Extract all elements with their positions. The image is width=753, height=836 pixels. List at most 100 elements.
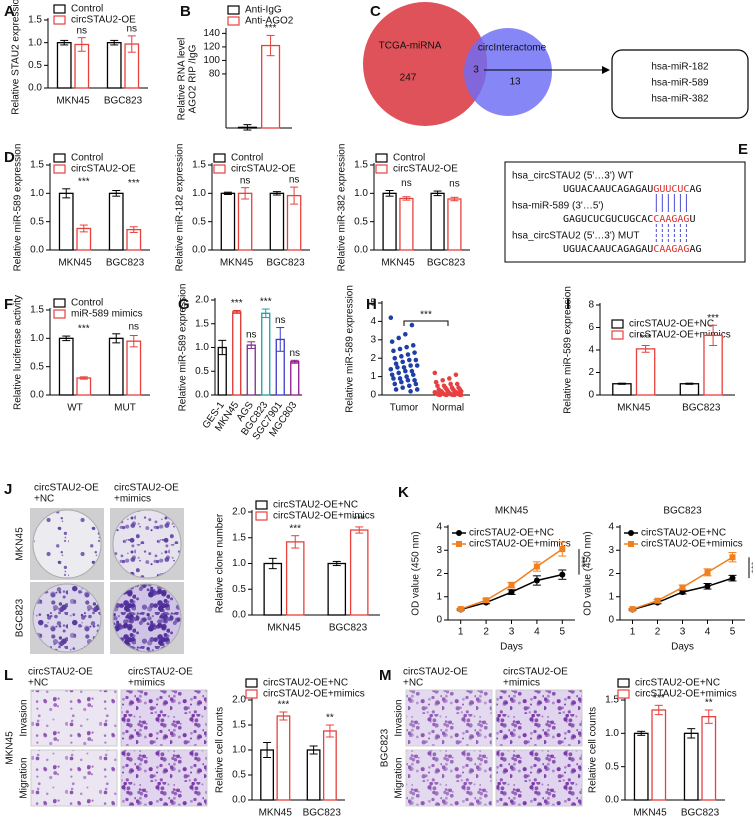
point — [704, 569, 711, 576]
venn-left — [363, 2, 487, 126]
bar — [430, 192, 445, 251]
panel-letter: I — [566, 296, 570, 313]
y-tick-label: 2 — [436, 568, 442, 579]
legend-label: circSTAU2-OE+mimics — [629, 330, 731, 341]
significance: ns — [76, 25, 87, 36]
y-tick-label: 1.5 — [30, 305, 44, 316]
side-label: MKN45 — [5, 731, 16, 765]
sequence-part: AG — [689, 244, 701, 255]
point — [399, 354, 404, 359]
transwell-image — [405, 749, 493, 807]
legend-marker — [456, 530, 462, 536]
y-tick-label: 2 — [588, 367, 594, 378]
x-tick-label: MKN45 — [259, 808, 293, 819]
point — [447, 376, 452, 381]
column-label: circSTAU2-OE — [114, 483, 179, 494]
significance: *** — [353, 515, 365, 526]
legend-swatch — [213, 164, 226, 174]
point — [405, 377, 411, 383]
legend-swatch — [53, 153, 66, 163]
point — [410, 343, 416, 348]
y-axis-label: Relative miR-382 expression — [337, 144, 348, 272]
venn-label: circInteractome — [478, 43, 547, 54]
sequence-part: AG — [689, 184, 701, 195]
y-tick-label: 1.5 — [28, 15, 42, 26]
y-tick-label: 1.0 — [28, 37, 42, 48]
y-tick-label: 80 — [209, 69, 221, 80]
arrow-head — [602, 66, 610, 74]
y-tick-label: 2 — [370, 353, 376, 364]
significance: ns — [289, 348, 300, 359]
y-tick-label: 0.0 — [195, 390, 209, 401]
point — [397, 376, 403, 381]
legend-label: miR-589 mimics — [71, 309, 143, 320]
y-axis-label: OD value (450 nm) — [411, 531, 422, 615]
point — [679, 589, 686, 596]
point — [396, 335, 402, 341]
y-axis-label: Relative cell counts — [588, 707, 599, 793]
point — [729, 554, 736, 561]
x-tick-label: MKN45 — [633, 808, 667, 819]
transwell-image — [495, 749, 583, 807]
y-tick-label: 140 — [203, 28, 220, 39]
y-tick-label: 0.0 — [30, 245, 44, 256]
y-tick-label: 0.5 — [195, 366, 209, 377]
point — [533, 577, 540, 584]
y-axis-label: Relative RNA level — [177, 38, 188, 121]
point — [440, 377, 446, 383]
point — [412, 377, 417, 383]
y-tick-label: 0.0 — [232, 610, 246, 621]
point — [404, 344, 409, 350]
legend-swatch — [245, 689, 258, 699]
x-tick-label: WT — [67, 403, 83, 414]
y-axis-label: Relative miR-589 expression — [178, 284, 189, 412]
x-tick-label: BGC823 — [303, 808, 342, 819]
significance: *** — [78, 324, 90, 335]
y-tick-label: 1.0 — [232, 558, 246, 569]
x-tick-label: MKN45 — [617, 403, 651, 414]
significance: *** — [289, 523, 301, 534]
legend-label: circSTAU2-OE — [393, 164, 458, 175]
y-tick-label: 3 — [370, 334, 376, 345]
y-axis-label: Relative luciferase activity — [13, 295, 24, 410]
y-axis-label: Relative cell counts — [215, 707, 226, 793]
bar — [269, 192, 285, 251]
bracket — [403, 320, 449, 326]
y-tick-label: 1.5 — [232, 532, 246, 543]
point — [458, 392, 464, 398]
legend-swatch — [53, 15, 66, 25]
legend-label: circSTAU2-OE+mimics — [273, 511, 375, 522]
significance: ** — [705, 698, 713, 709]
y-tick-label: 0.0 — [232, 795, 246, 806]
sequence-part: UGUACAAUCAGAGAU — [563, 184, 653, 195]
point — [401, 365, 407, 370]
point — [508, 582, 515, 589]
legend-swatch — [53, 4, 66, 14]
sequence-part: UGUACAAUCAGAGAU — [563, 244, 653, 255]
point — [392, 355, 398, 361]
point — [483, 597, 490, 604]
point — [393, 361, 399, 367]
point — [392, 381, 398, 387]
column-label: +mimics — [128, 678, 165, 689]
sequence-part: CAAGAG — [653, 214, 689, 225]
column-label: +NC — [34, 494, 54, 505]
point — [413, 357, 419, 363]
x-tick-label: MKN45 — [267, 623, 301, 634]
point — [406, 357, 412, 363]
panel-letter: F — [4, 296, 13, 313]
point — [389, 339, 395, 344]
row-label: Invasion — [19, 699, 30, 736]
point — [437, 392, 443, 398]
point — [414, 387, 420, 392]
colony-plate — [112, 509, 182, 579]
bar — [612, 383, 632, 396]
y-tick-label: 0 — [436, 615, 442, 626]
y-axis-label: AGO2 RIP /IgG — [188, 44, 199, 113]
significance: *** — [707, 313, 719, 324]
point — [414, 363, 420, 368]
chart-title: BGC823 — [663, 506, 702, 517]
legend-label: circSTAU2-OE+NC — [641, 528, 726, 539]
sequence-box — [504, 161, 746, 263]
legend-label: circSTAU2-OE+NC — [635, 678, 720, 689]
